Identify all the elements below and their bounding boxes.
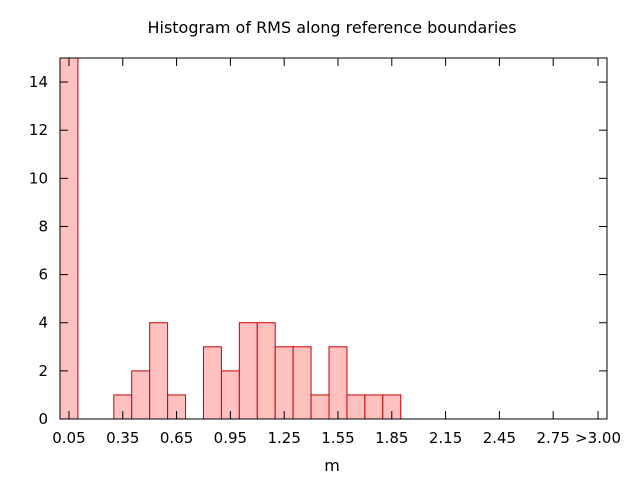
histogram-bar: [202, 346, 222, 420]
plot-frame: [59, 57, 608, 420]
y-tick-label: 14: [29, 73, 48, 91]
y-tick-label: 6: [38, 266, 48, 284]
chart-title: Histogram of RMS along reference boundar…: [147, 18, 516, 37]
y-tick-label: 10: [29, 169, 48, 187]
y-axis: 0 2 4 6 8 10 12 14: [29, 73, 607, 428]
x-tick-label: 0.65: [160, 429, 193, 447]
bars-group: [59, 57, 402, 420]
histogram-bar: [274, 346, 294, 420]
histogram-bar: [59, 57, 79, 420]
x-tick-label: 0.95: [214, 429, 247, 447]
x-tick-label: 0.35: [106, 429, 139, 447]
x-tick-label: 1.25: [267, 429, 300, 447]
y-tick-label: 8: [38, 217, 48, 235]
x-tick-label: 1.55: [321, 429, 354, 447]
x-axis-label: m: [324, 456, 340, 475]
histogram-bar: [364, 394, 384, 420]
histogram-bar: [310, 394, 330, 420]
x-tick-label: 0.05: [52, 429, 85, 447]
y-tick-label: 2: [38, 362, 48, 380]
histogram-bar: [346, 394, 366, 420]
y-tick-label: 12: [29, 121, 48, 139]
histogram-bar: [328, 346, 348, 420]
histogram-bar: [256, 322, 276, 420]
x-tick-label: >3.00: [575, 429, 621, 447]
x-tick-label: 2.45: [483, 429, 516, 447]
x-tick-label: 2.15: [429, 429, 462, 447]
histogram-bar: [149, 322, 169, 420]
y-tick-label: 4: [38, 314, 48, 332]
y-tick-label: 0: [38, 410, 48, 428]
x-tick-label: 1.85: [375, 429, 408, 447]
histogram-bar: [292, 346, 312, 420]
histogram-bar: [131, 370, 151, 420]
x-tick-label: 2.75: [536, 429, 569, 447]
histogram-bar: [238, 322, 258, 420]
x-axis: 0.05 0.35 0.65 0.95 1.25 1.55 1.85 2.15 2.45 2.75…: [52, 58, 621, 447]
